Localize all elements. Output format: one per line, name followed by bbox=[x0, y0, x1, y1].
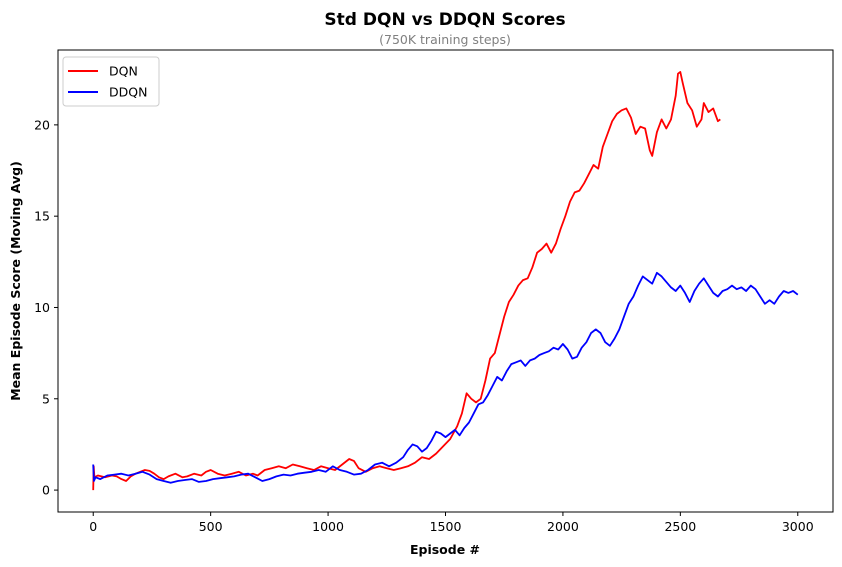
plot-area: 0 500 1000 1500 2000 2500 3000 0 5 10 15 20 bbox=[34, 49, 834, 534]
x-tick-label: 3000 bbox=[782, 519, 814, 534]
x-axis: 0 500 1000 1500 2000 2500 3000 bbox=[89, 512, 814, 534]
legend-dqn-label: DQN bbox=[109, 64, 138, 79]
y-axis: 0 5 10 15 20 bbox=[34, 117, 58, 498]
series-lines bbox=[92, 71, 799, 491]
y-tick-label: 20 bbox=[34, 117, 50, 132]
x-axis-label: Episode # bbox=[410, 542, 480, 557]
series-line-ddqn bbox=[92, 271, 799, 484]
y-tick-label: 5 bbox=[42, 391, 50, 406]
chart-title: Std DQN vs DDQN Scores bbox=[324, 10, 565, 30]
legend: DQN DDQN bbox=[62, 56, 160, 107]
x-tick-label: 2000 bbox=[547, 519, 579, 534]
legend-ddqn-label: DDQN bbox=[109, 85, 147, 100]
y-axis-label: Mean Episode Score (Moving Avg) bbox=[8, 161, 23, 401]
x-tick-label: 0 bbox=[89, 519, 97, 534]
chart-subtitle: (750K training steps) bbox=[379, 32, 511, 47]
x-tick-label: 2500 bbox=[664, 519, 696, 534]
y-tick-label: 15 bbox=[34, 209, 50, 224]
y-tick-label: 0 bbox=[42, 483, 50, 498]
x-tick-label: 500 bbox=[199, 519, 223, 534]
x-tick-label: 1000 bbox=[312, 519, 344, 534]
legend-box bbox=[62, 56, 160, 107]
x-tick-label: 1500 bbox=[430, 519, 462, 534]
series-line-dqn bbox=[92, 71, 721, 491]
y-tick-label: 10 bbox=[34, 300, 50, 315]
